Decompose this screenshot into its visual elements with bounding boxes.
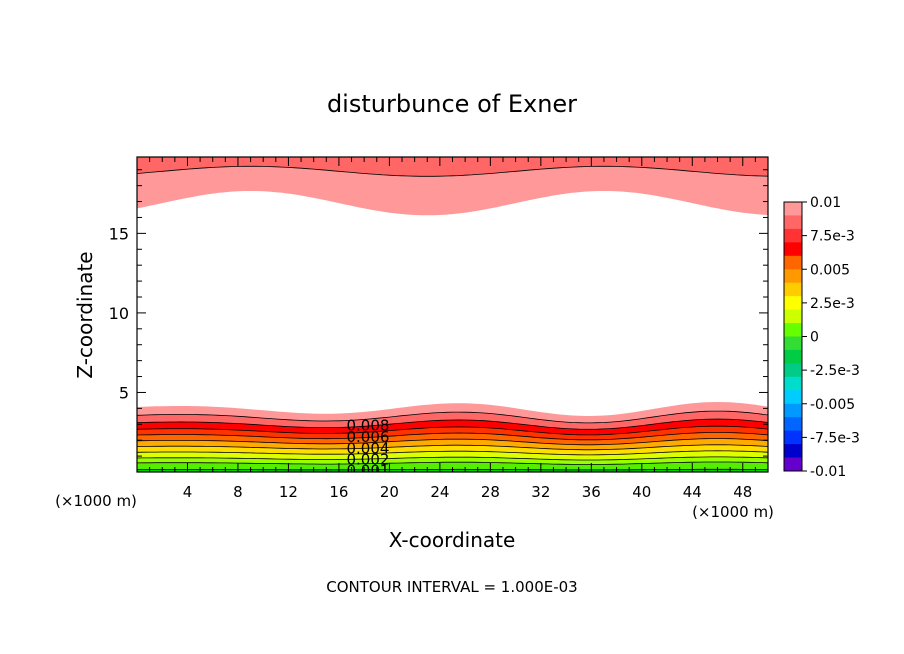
colorbar-label: 2.5e-3: [810, 296, 855, 312]
colorbar-band: [784, 349, 802, 364]
plot-frame: [136, 156, 769, 473]
colorbar-band: [784, 376, 802, 391]
lower-contour-7: [137, 425, 768, 436]
contour-label: 0.002: [346, 450, 389, 468]
colorbar-band: [784, 215, 802, 230]
colorbar: 0.01 7.5e-3 0.005 2.5e-3 0 -2.5e-3 -0.005 -7.5e…: [783, 195, 860, 480]
x-tick-label: 32: [531, 483, 550, 501]
x-axis: 4 8 12 16 20 24 28 32 36 40 44 48: [149, 157, 756, 501]
x-tick-label: 28: [481, 483, 500, 501]
colorbar-label: 0.01: [810, 195, 841, 211]
upper-band-0: [137, 157, 768, 216]
lower-contour-6: [137, 432, 768, 441]
x-tick-label: 8: [233, 483, 243, 501]
colorbar-label: -7.5e-3: [810, 430, 860, 446]
x-axis-label: X-coordinate: [389, 528, 516, 552]
lower-contour-2: [137, 456, 768, 461]
chart-title: disturbunce of Exner: [327, 90, 577, 118]
contour-label: 0.001: [346, 462, 389, 480]
y-tick-label: 15: [109, 224, 129, 243]
colorbar-band: [784, 309, 802, 324]
colorbar-band: [784, 296, 802, 310]
colorbar-band: [784, 390, 802, 405]
colorbar-band: [784, 457, 802, 472]
contour-label: 0.004: [346, 439, 389, 457]
contour-label: 0.008: [346, 416, 389, 434]
lower-contour-3: [137, 450, 768, 456]
y-axis-label: Z-coordinate: [73, 251, 97, 378]
y-axis: 5 10 15: [109, 169, 768, 457]
lower-contour-5: [137, 438, 768, 446]
x-tick-label: 16: [329, 483, 348, 501]
colorbar-label: -0.01: [810, 464, 846, 480]
x-tick-label: 12: [279, 483, 298, 501]
x-tick-label: 4: [183, 483, 193, 501]
colorbar-band: [784, 202, 802, 216]
lower-contour-8: [137, 418, 768, 430]
colorbar-label: -2.5e-3: [810, 363, 860, 379]
x-unit-left: (×1000 m): [55, 492, 137, 510]
upper-contour: [137, 165, 768, 177]
colorbar-band: [784, 323, 802, 337]
colorbar-label: 0.005: [810, 262, 850, 278]
lower-contour-9: [137, 410, 768, 424]
y-tick-label: 10: [109, 304, 129, 323]
x-tick-label: 36: [582, 483, 601, 501]
x-tick-label: 44: [683, 483, 702, 501]
colorbar-band: [784, 430, 802, 445]
colorbar-band: [784, 403, 802, 418]
colorbar-band: [784, 255, 802, 270]
colorbar-label: -0.005: [810, 397, 855, 413]
x-tick-label: 48: [733, 483, 752, 501]
colorbar-band: [784, 228, 802, 243]
colorbar-band: [784, 269, 802, 284]
colorbar-label: 7.5e-3: [810, 229, 855, 245]
colorbar-band: [784, 242, 802, 257]
lower-contour-1: [137, 461, 768, 465]
contour-interval-footer: CONTOUR INTERVAL = 1.000E-03: [326, 578, 577, 596]
colorbar-band: [784, 336, 802, 351]
colorbar-band: [784, 417, 802, 432]
contour-label: 0.006: [346, 428, 389, 446]
lower-contour-4: [137, 444, 768, 451]
x-tick-label: 24: [430, 483, 449, 501]
y-tick-label: 5: [119, 383, 129, 402]
colorbar-band: [784, 444, 802, 458]
colorbar-band: [784, 282, 802, 297]
x-tick-label: 40: [632, 483, 651, 501]
x-unit-right: (×1000 m): [692, 503, 774, 521]
x-tick-label: 20: [380, 483, 399, 501]
colorbar-label: 0: [810, 330, 819, 346]
colorbar-band: [784, 363, 802, 378]
upper-band-1: [137, 157, 768, 177]
